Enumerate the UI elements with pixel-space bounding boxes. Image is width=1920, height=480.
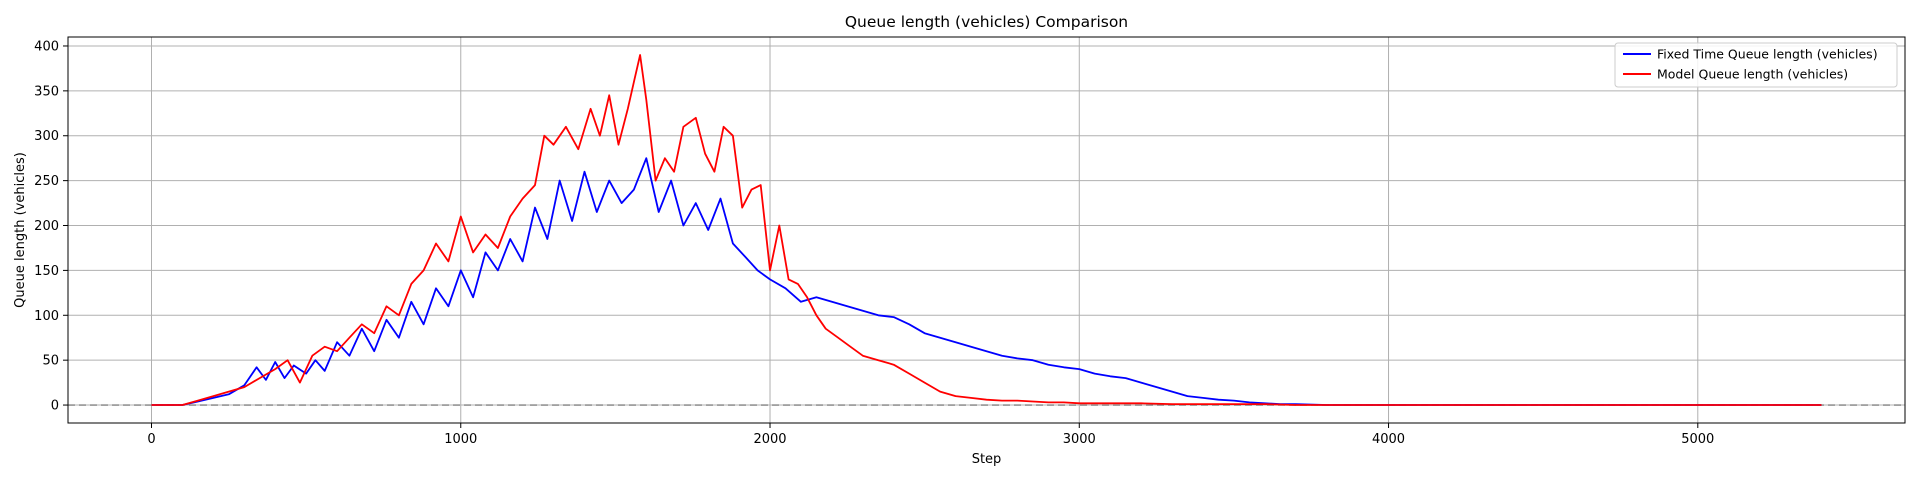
legend: Fixed Time Queue length (vehicles) Model… — [1614, 42, 1898, 88]
series-model-line — [151, 54, 1822, 406]
y-tick-label: 400 — [34, 39, 59, 54]
y-tick-label: 350 — [34, 84, 59, 99]
series-fixed-time-line — [151, 157, 1822, 406]
series-group — [151, 54, 1822, 406]
y-tick-label: 100 — [34, 309, 59, 324]
y-axis-ticks: 0 50 100 150 200 250 300 350 400 — [34, 39, 68, 414]
legend-box — [1614, 42, 1898, 88]
x-axis-label: Step — [972, 452, 1002, 467]
x-tick-label: 1000 — [444, 432, 477, 447]
x-tick-label: 4000 — [1372, 432, 1405, 447]
x-tick-label: 2000 — [753, 432, 786, 447]
chart-title: Queue length (vehicles) Comparison — [845, 13, 1128, 31]
grid — [68, 37, 1905, 423]
y-tick-label: 150 — [34, 264, 59, 279]
y-tick-label: 0 — [51, 399, 59, 414]
y-tick-label: 300 — [34, 129, 59, 144]
y-tick-label: 50 — [42, 354, 59, 369]
y-tick-label: 200 — [34, 219, 59, 234]
legend-label-model: Model Queue length (vehicles) — [1657, 67, 1848, 82]
x-axis-ticks: 0 1000 2000 3000 4000 5000 — [147, 423, 1714, 447]
x-tick-label: 0 — [147, 432, 155, 447]
y-tick-label: 250 — [34, 174, 59, 189]
legend-label-fixed-time: Fixed Time Queue length (vehicles) — [1657, 47, 1878, 62]
y-axis-label: Queue length (vehicles) — [13, 152, 28, 308]
plot-area-frame — [67, 36, 1906, 424]
x-tick-label: 3000 — [1063, 432, 1096, 447]
x-tick-label: 5000 — [1681, 432, 1714, 447]
